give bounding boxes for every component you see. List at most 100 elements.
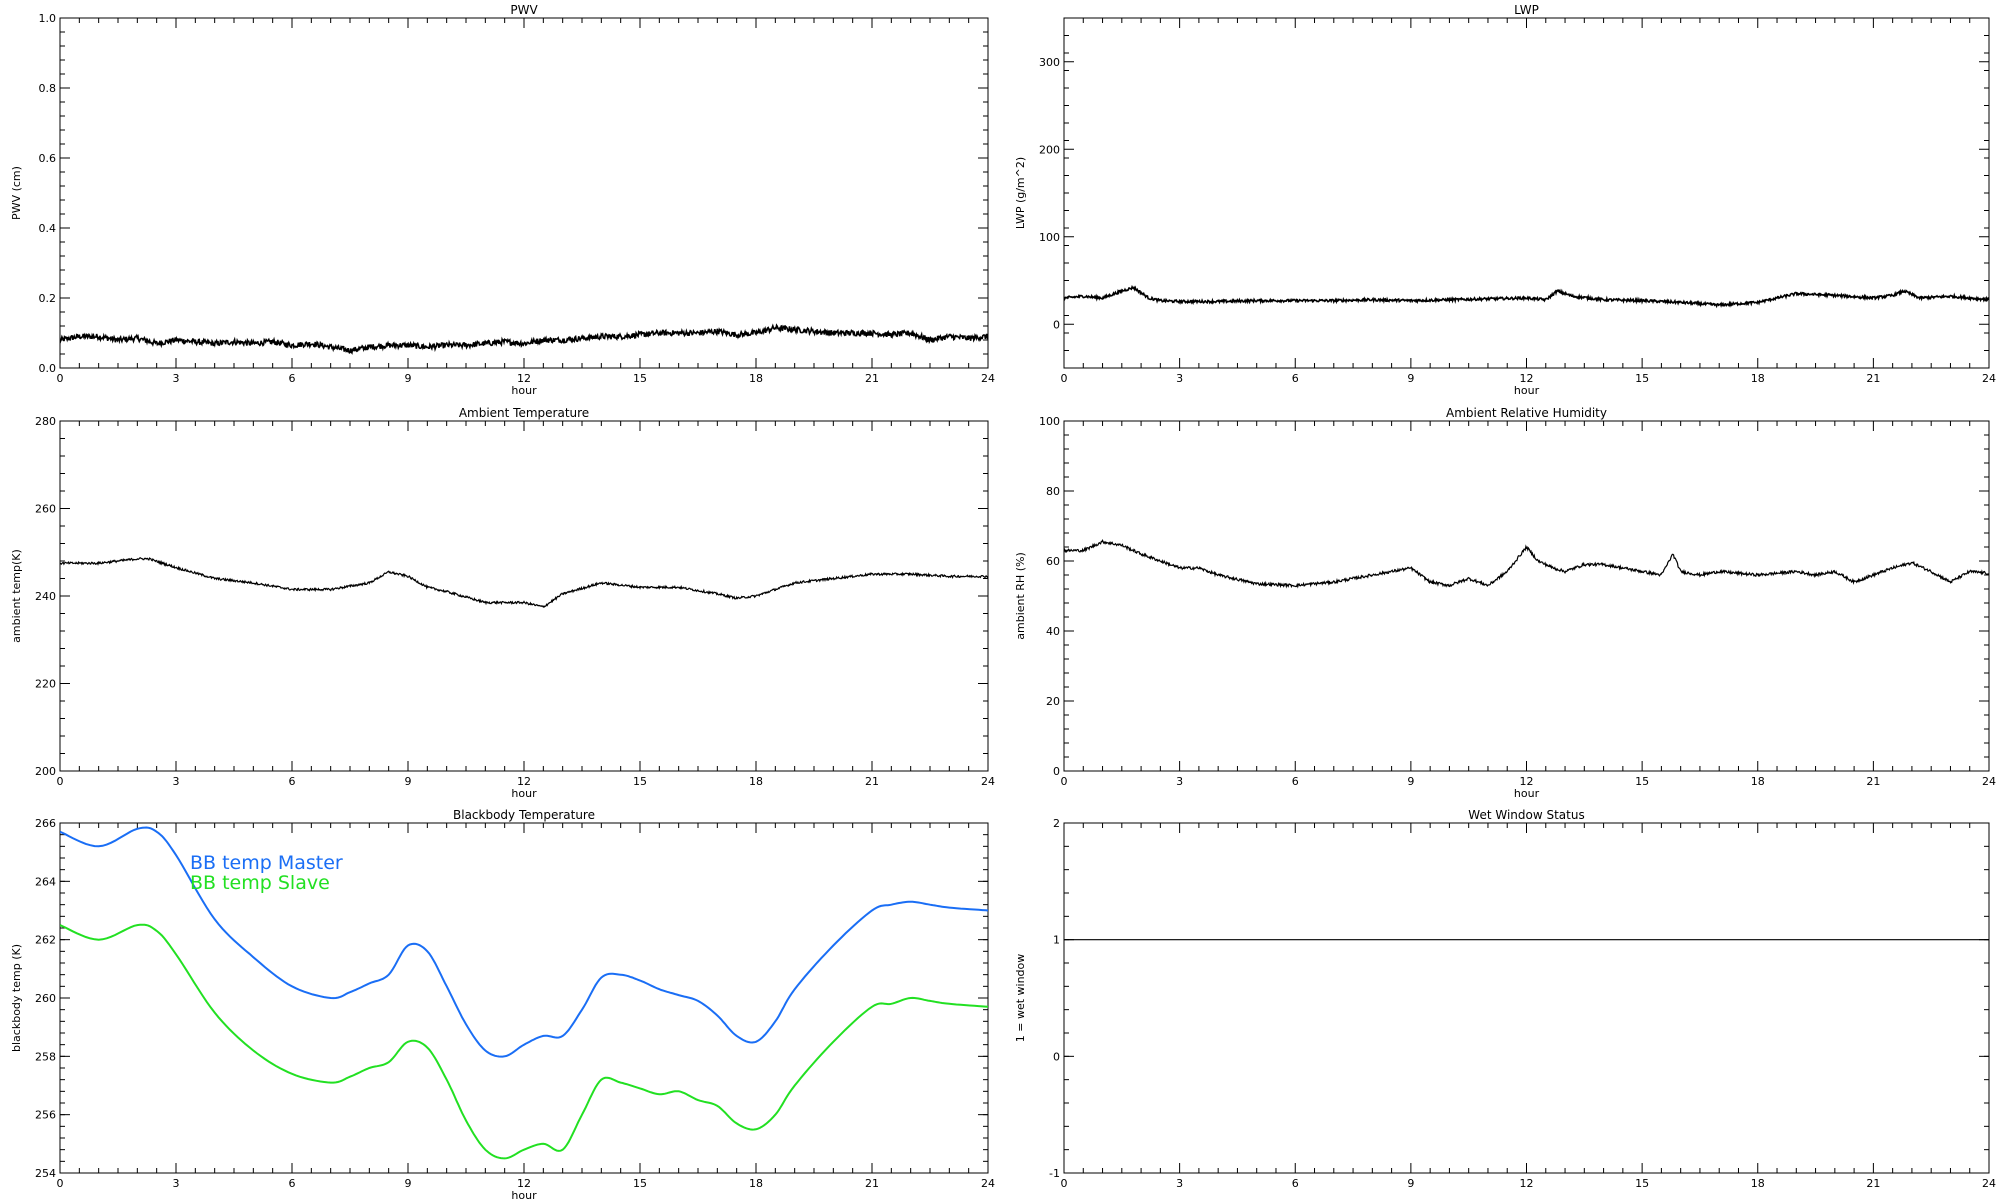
y-axis-label: blackbody temp (K) <box>10 944 23 1052</box>
x-tick-label: 18 <box>1751 1177 1765 1190</box>
chart-title: Blackbody Temperature <box>453 808 595 822</box>
y-tick-label: 0.8 <box>39 82 57 95</box>
x-tick-label: 6 <box>289 775 296 788</box>
legend-entry-1: BB temp Slave <box>190 872 330 894</box>
y-tick-label: 100 <box>1039 231 1060 244</box>
x-tick-label: 0 <box>57 1177 64 1190</box>
y-tick-label: 40 <box>1046 625 1060 638</box>
x-tick-label: 12 <box>1520 775 1534 788</box>
x-tick-label: 12 <box>1520 1177 1534 1190</box>
y-tick-label: 100 <box>1039 415 1060 428</box>
x-tick-label: 18 <box>749 1177 763 1190</box>
x-tick-label: 0 <box>1061 775 1068 788</box>
y-tick-label: 0.0 <box>39 362 57 375</box>
x-tick-label: 15 <box>633 775 647 788</box>
chart-panel-2: Ambient Temperature 0 3 6 9 12 15 18 21 24 200 220 2… <box>10 406 995 800</box>
x-tick-label: 3 <box>1176 372 1183 385</box>
x-tick-label: 15 <box>1635 775 1649 788</box>
x-tick-label: 3 <box>1176 1177 1183 1190</box>
y-tick-label: 0 <box>1053 318 1060 331</box>
x-tick-label: 12 <box>517 775 531 788</box>
x-tick-label: 21 <box>1866 372 1880 385</box>
y-tick-label: 266 <box>35 817 56 830</box>
y-tick-label: 1.0 <box>39 12 57 25</box>
x-tick-label: 21 <box>865 1177 879 1190</box>
chart-title: PWV <box>510 3 538 17</box>
x-tick-label: 18 <box>749 372 763 385</box>
x-axis-label: hour <box>1514 384 1540 397</box>
x-tick-label: 6 <box>289 1177 296 1190</box>
chart-panel-0: PWV 0 3 6 9 12 15 18 21 24 0.0 0.2 0.4 0.6 0.8 1.0 hour P… <box>10 3 995 397</box>
y-tick-label: 1 <box>1053 934 1060 947</box>
x-tick-label: 15 <box>1635 372 1649 385</box>
x-tick-label: 3 <box>173 775 180 788</box>
y-axis-label: PWV (cm) <box>10 166 23 220</box>
plot-frame <box>59 420 989 772</box>
chart-title: LWP <box>1514 3 1539 17</box>
y-axis-label: ambient temp(K) <box>10 549 23 643</box>
x-axis-label: hour <box>511 1189 537 1200</box>
y-tick-label: 0.6 <box>39 152 57 165</box>
x-tick-label: 9 <box>1407 1177 1414 1190</box>
y-axis-label: ambient RH (%) <box>1014 552 1027 640</box>
y-tick-label: 260 <box>35 992 56 1005</box>
x-tick-label: 0 <box>57 372 64 385</box>
plot-frame <box>1063 420 1990 772</box>
series-line-0 <box>60 557 988 608</box>
x-tick-label: 6 <box>1292 372 1299 385</box>
y-tick-label: 0.4 <box>39 222 57 235</box>
x-tick-label: 18 <box>1751 775 1765 788</box>
x-tick-label: 24 <box>981 1177 995 1190</box>
y-tick-label: 200 <box>35 765 56 778</box>
series-line-0 <box>1064 539 1989 589</box>
x-tick-label: 6 <box>1292 1177 1299 1190</box>
x-tick-label: 9 <box>405 372 412 385</box>
y-axis-label: LWP (g/m^2) <box>1014 157 1027 229</box>
x-tick-label: 15 <box>633 1177 647 1190</box>
x-tick-label: 18 <box>749 775 763 788</box>
y-tick-label: 300 <box>1039 56 1060 69</box>
series-line-0 <box>60 323 988 355</box>
plot-frame <box>59 17 989 369</box>
x-tick-label: 24 <box>1982 372 1996 385</box>
y-tick-label: 280 <box>35 415 56 428</box>
y-tick-label: 240 <box>35 590 56 603</box>
x-tick-label: 9 <box>1407 775 1414 788</box>
y-tick-label: 262 <box>35 934 56 947</box>
x-tick-label: 0 <box>57 775 64 788</box>
chart-title: Ambient Relative Humidity <box>1446 406 1607 420</box>
x-tick-label: 15 <box>633 372 647 385</box>
chart-panel-1: LWP 0 3 6 9 12 15 18 21 24 0 100 200 300 hour LWP (g/m^… <box>1014 3 1996 397</box>
y-tick-label: 2 <box>1053 817 1060 830</box>
x-axis-label: hour <box>1514 787 1540 800</box>
y-tick-label: 200 <box>1039 143 1060 156</box>
chart-title: Ambient Temperature <box>459 406 589 420</box>
chart-panel-4: Blackbody Temperature 0 3 6 9 12 15 18 21 24 254 25… <box>10 808 995 1200</box>
chart-title: Wet Window Status <box>1468 808 1584 822</box>
chart-panel-3: Ambient Relative Humidity 0 3 6 9 12 15 18 21 24 0… <box>1014 406 1996 800</box>
x-axis-label: hour <box>511 787 537 800</box>
x-tick-label: 24 <box>1982 1177 1996 1190</box>
x-tick-label: 9 <box>405 775 412 788</box>
x-tick-label: 21 <box>865 372 879 385</box>
x-tick-label: 12 <box>517 1177 531 1190</box>
y-tick-label: 258 <box>35 1050 56 1063</box>
x-tick-label: 21 <box>1866 1177 1880 1190</box>
plot-frame <box>1063 17 1990 369</box>
x-axis-label: hour <box>511 384 537 397</box>
x-tick-label: 9 <box>1407 372 1414 385</box>
x-tick-label: 24 <box>981 372 995 385</box>
x-tick-label: 12 <box>517 372 531 385</box>
x-tick-label: 0 <box>1061 1177 1068 1190</box>
x-tick-label: 15 <box>1635 1177 1649 1190</box>
y-tick-label: 264 <box>35 875 56 888</box>
y-tick-label: 220 <box>35 678 56 691</box>
y-axis-label: 1 = wet window <box>1014 954 1027 1043</box>
x-tick-label: 24 <box>981 775 995 788</box>
x-tick-label: 3 <box>173 1177 180 1190</box>
x-tick-label: 12 <box>1520 372 1534 385</box>
x-tick-label: 21 <box>865 775 879 788</box>
x-tick-label: 24 <box>1982 775 1996 788</box>
x-tick-label: 3 <box>173 372 180 385</box>
